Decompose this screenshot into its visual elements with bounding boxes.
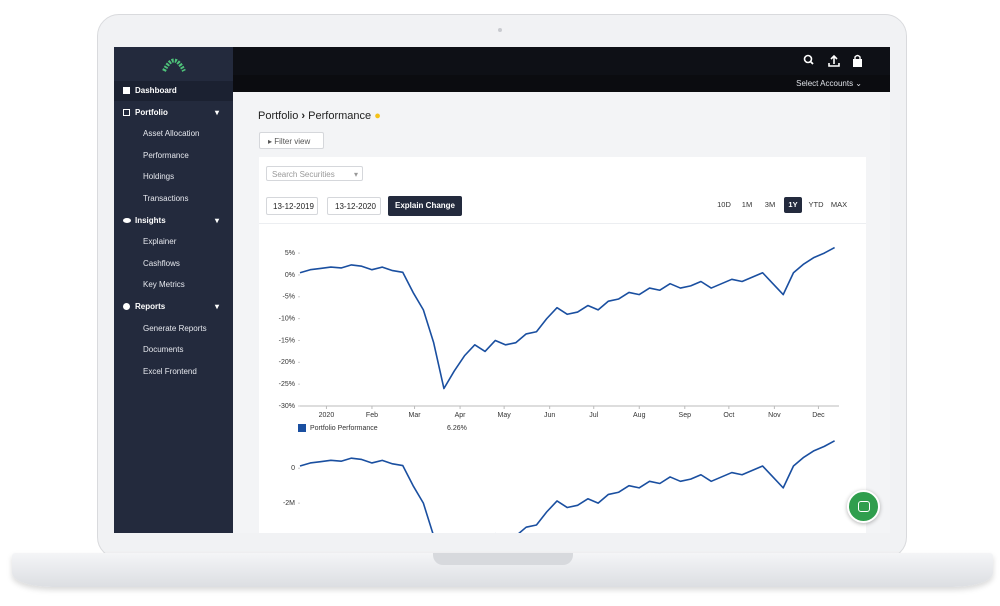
nav-label: Dashboard [135, 86, 177, 95]
lock-icon[interactable] [853, 59, 862, 67]
nav-item[interactable]: Insights [123, 216, 166, 225]
crumb: Performance [308, 110, 372, 122]
y-tick-label: 5% [285, 250, 295, 257]
range-button[interactable]: 1Y [784, 197, 802, 213]
range-button[interactable]: YTD [808, 200, 824, 209]
nav-item[interactable]: Reports [123, 302, 165, 311]
crumb[interactable]: Portfolio [258, 110, 299, 122]
header-icons [803, 54, 862, 67]
nav-label: Insights [135, 216, 166, 225]
filter-label: Filter view [274, 137, 311, 146]
date: 13-12-2020 [335, 202, 376, 211]
filter-button[interactable]: ▸ Filter view [259, 132, 324, 149]
y-tick-label: -30% [279, 403, 295, 410]
top-bar [233, 47, 890, 75]
legend-value: 6.26% [447, 425, 467, 432]
x-tick-label: Dec [812, 412, 825, 419]
laptop-notch [433, 553, 573, 565]
placeholder: Search Securities [272, 170, 335, 179]
nav-sub[interactable]: Documents [143, 345, 184, 354]
x-tick-label: May [498, 412, 512, 419]
legend-label: Portfolio Performance [310, 425, 378, 432]
chart-group: 5% 0% -5% -10% -15% -20% -25% -30% 2020 Feb Mar Apr… [279, 246, 839, 533]
y-tick-label: -15% [279, 337, 295, 344]
range-button[interactable]: 10D [717, 200, 731, 209]
caret: ▾ [215, 108, 220, 117]
x-tick-label: 2020 [319, 412, 335, 419]
nav-sub[interactable]: Holdings [143, 172, 175, 181]
x-tick-label: Oct [723, 412, 734, 419]
range-button[interactable]: 1M [741, 200, 753, 209]
active-bg [114, 81, 233, 101]
y-tick-label: 0 [291, 465, 295, 472]
x-tick-label: Nov [768, 412, 781, 419]
legend-swatch [298, 424, 306, 432]
date-input[interactable]: 13-12-2019 [266, 197, 318, 215]
y-tick-label: -5% [283, 294, 295, 301]
range-button[interactable]: MAX [830, 200, 848, 209]
sidebar: Dashboard Portfolio ▾ Asset Allocation P… [114, 47, 233, 533]
search-input[interactable]: Search Securities ▾ [266, 166, 363, 181]
breadcrumb: Portfolio › Performance ● [258, 110, 381, 122]
date: 13-12-2019 [273, 202, 314, 211]
data-line [299, 246, 835, 390]
nav-sub[interactable]: Key Metrics [143, 280, 185, 289]
data-line [299, 440, 835, 533]
chat-button[interactable] [847, 490, 880, 523]
range-button[interactable]: 3M [764, 200, 776, 209]
explain-button[interactable]: Explain Change [388, 196, 462, 216]
nav-sub[interactable]: Generate Reports [143, 324, 207, 333]
nav-sub[interactable]: Transactions [143, 194, 189, 203]
nav-sub[interactable]: Asset Allocation [143, 129, 200, 138]
card [259, 157, 866, 533]
search-icon[interactable] [803, 54, 813, 64]
camera [498, 28, 502, 32]
x-tick-label: Mar [409, 412, 422, 419]
select-accounts[interactable]: Select Accounts [796, 79, 854, 88]
upload-icon[interactable] [828, 54, 840, 67]
nav-label: Portfolio [135, 108, 168, 117]
date-input[interactable]: 13-12-2020 [327, 197, 381, 215]
range-selector: 10D 1M 3M 1Y YTD MAX [715, 197, 848, 213]
caret: ▾ [215, 302, 220, 311]
y-tick-label: -25% [279, 381, 295, 388]
nav-sub[interactable]: Cashflows [143, 259, 180, 268]
button-label: Explain Change [394, 201, 455, 210]
nav-item[interactable]: Portfolio [123, 108, 168, 117]
accounts-bar: Select Accounts ⌄ [233, 75, 890, 92]
nav-sub[interactable]: Performance [143, 151, 189, 160]
x-tick-label: Sep [679, 412, 692, 419]
nav-label: Reports [135, 302, 166, 311]
x-tick-label: Apr [455, 412, 467, 419]
divider [259, 223, 866, 224]
caret: ▾ [215, 216, 220, 225]
x-tick-label: Jul [589, 412, 598, 419]
nav-sub[interactable]: Excel Frontend [143, 367, 197, 376]
x-tick-label: Jun [544, 412, 555, 419]
nav-item[interactable]: Dashboard [123, 86, 177, 95]
y-tick-label: -20% [279, 359, 295, 366]
nav-sub[interactable]: Explainer [143, 237, 177, 246]
x-tick-label: Feb [366, 412, 378, 419]
screen: Dashboard Portfolio ▾ Asset Allocation P… [114, 47, 890, 533]
y-tick-label: 0% [285, 272, 295, 279]
x-tick-label: Aug [633, 412, 646, 419]
y-tick-label: -2M [283, 500, 295, 507]
logo [162, 58, 186, 72]
y-tick-label: -10% [279, 315, 295, 322]
